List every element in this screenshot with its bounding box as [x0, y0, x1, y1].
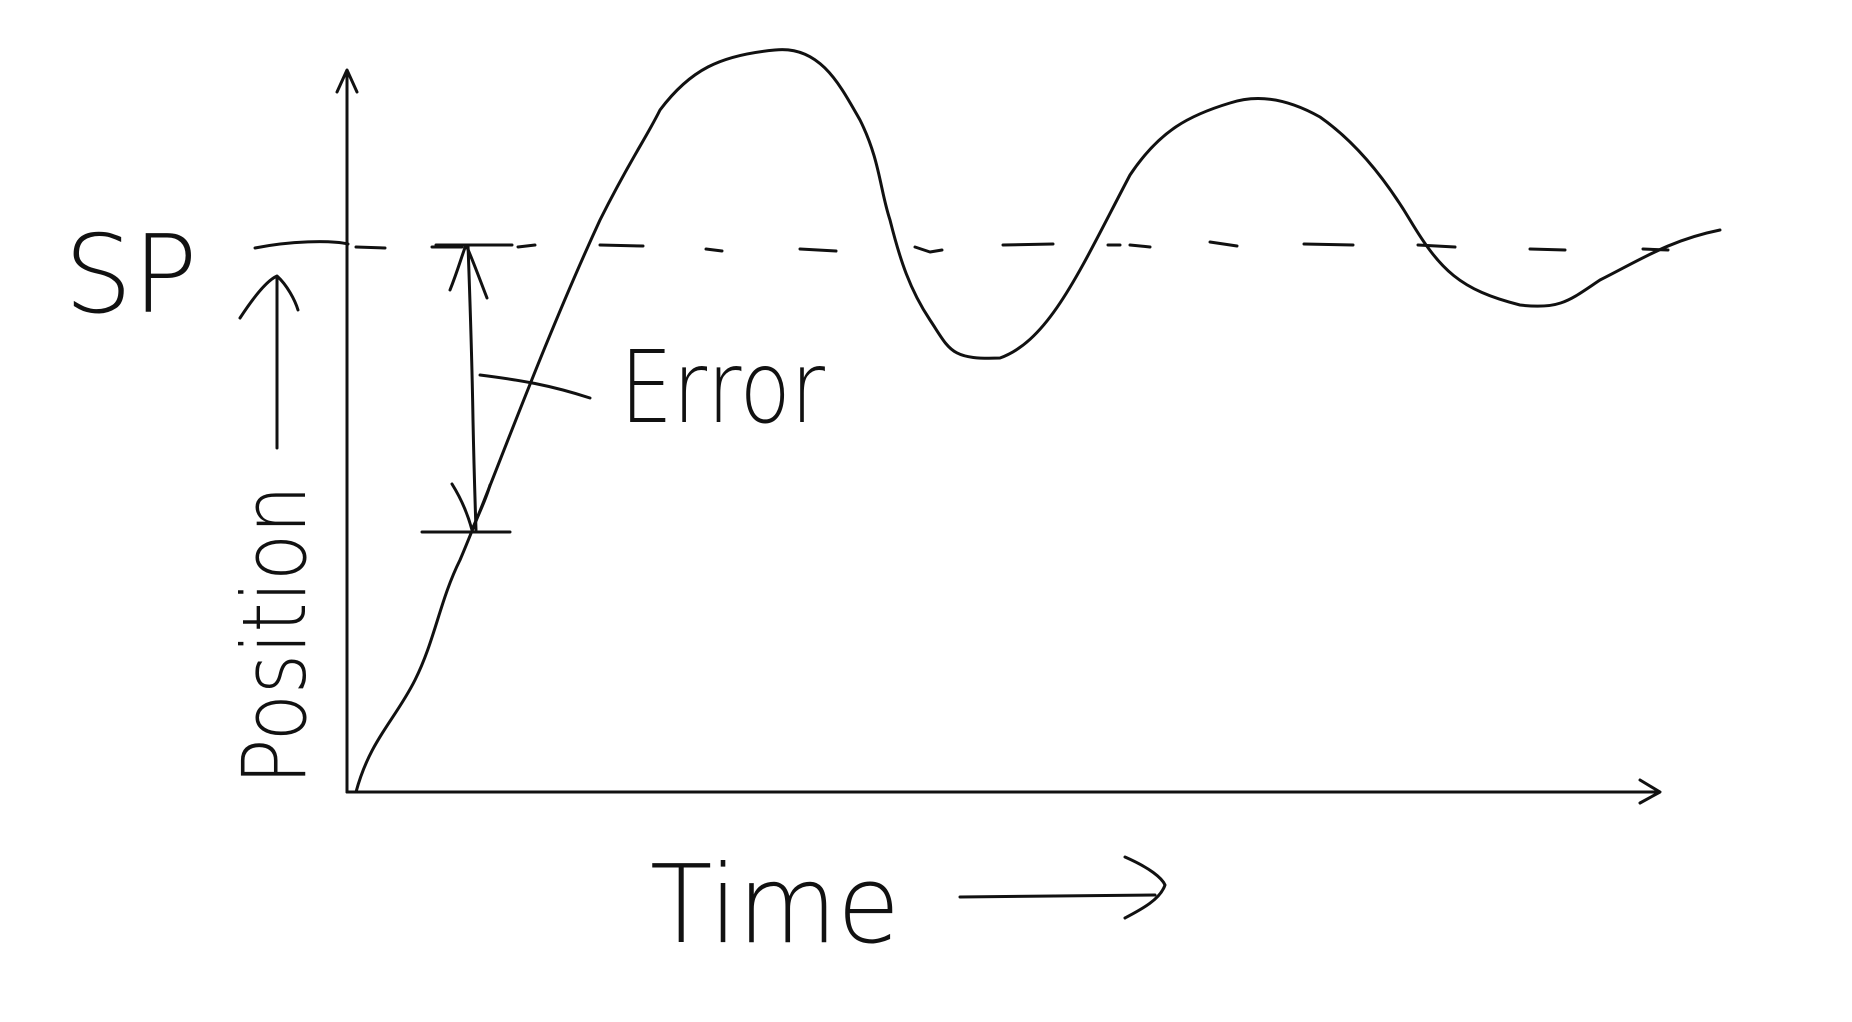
- y-axis-label-arrow: [238, 274, 300, 450]
- setpoint-dashed-line: [253, 240, 1670, 254]
- response-curve: [354, 48, 1722, 794]
- x-axis-arrowhead: [1638, 778, 1662, 805]
- y-axis-arrowhead: [335, 68, 359, 94]
- x-axis: [345, 778, 1662, 805]
- error-label: Error: [620, 329, 826, 446]
- error-leader-line: [478, 373, 592, 400]
- x-axis-label-arrow: [958, 855, 1167, 920]
- error-indicator: [420, 243, 592, 534]
- error-arrowhead-bottom: [450, 482, 492, 532]
- y-axis-label: Position: [223, 485, 326, 785]
- setpoint-label: SP: [64, 213, 198, 338]
- x-axis-label: Time: [650, 843, 900, 968]
- y-axis: [335, 68, 359, 794]
- error-arrow-shaft: [466, 243, 478, 532]
